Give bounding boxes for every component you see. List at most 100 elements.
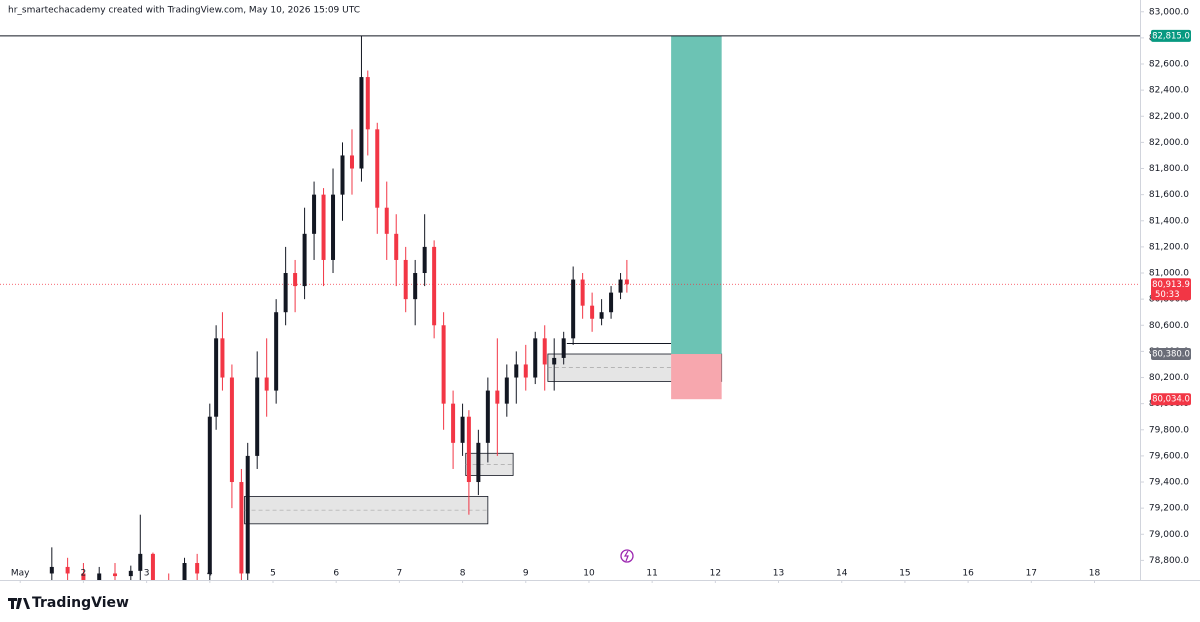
candle-body xyxy=(618,279,623,293)
y-tick-label: 81,400.0 xyxy=(1149,216,1189,226)
candle-body xyxy=(321,194,326,260)
price-tag xyxy=(1151,348,1191,361)
candle-body xyxy=(365,77,370,130)
x-tick-label: 10 xyxy=(583,569,595,579)
candle-body xyxy=(542,338,547,365)
candle-body xyxy=(590,305,595,319)
y-tick-label: 83,000.0 xyxy=(1149,7,1189,17)
candle-body xyxy=(403,259,408,300)
candle-body xyxy=(514,364,519,378)
candle-body xyxy=(49,566,54,574)
logo xyxy=(8,598,30,609)
candle-body xyxy=(283,273,288,313)
y-tick-label: 82,200.0 xyxy=(1149,112,1189,122)
price-tag xyxy=(1151,393,1191,406)
candle-body xyxy=(150,553,155,580)
candle-body xyxy=(552,357,557,365)
candle-body xyxy=(523,364,528,378)
y-tick-label: 79,200.0 xyxy=(1149,504,1189,514)
candle-body xyxy=(264,377,269,391)
y-tick-label: 79,000.0 xyxy=(1149,530,1189,540)
candle-body xyxy=(349,155,354,169)
candle-body xyxy=(214,338,219,417)
y-tick-label: 82,000.0 xyxy=(1149,138,1189,148)
flash-icon xyxy=(620,549,634,563)
candle-body xyxy=(274,312,279,391)
x-tick-label: 12 xyxy=(710,569,721,579)
candle-body xyxy=(609,292,614,313)
candle-body xyxy=(138,553,143,571)
x-tick-label: 2 xyxy=(81,569,87,579)
x-tick-label: 16 xyxy=(962,569,974,579)
candle-body xyxy=(302,233,307,287)
y-tick-label: 79,800.0 xyxy=(1149,425,1189,435)
candle-body xyxy=(359,77,364,169)
x-tick-label: 15 xyxy=(899,569,910,579)
x-tick-label: 18 xyxy=(1089,569,1101,579)
candle-body xyxy=(422,246,427,274)
price-tag-label: 82,815.0 xyxy=(1152,31,1190,41)
candle-body xyxy=(220,338,225,378)
candle-body xyxy=(239,482,244,574)
price-tag-label: 80,380.0 xyxy=(1152,350,1190,360)
candle-body xyxy=(580,279,585,306)
y-tick-label: 81,800.0 xyxy=(1149,164,1189,174)
x-tick-label: 11 xyxy=(646,569,657,579)
candle-body xyxy=(533,338,538,378)
x-tick-label: 14 xyxy=(836,569,848,579)
y-tick-label: 81,600.0 xyxy=(1149,190,1189,200)
candle-body xyxy=(485,390,490,443)
y-tick-label: 80,600.0 xyxy=(1149,321,1189,331)
x-tick-label: 8 xyxy=(460,569,466,579)
y-tick-label: 81,200.0 xyxy=(1149,242,1189,252)
plot xyxy=(0,35,1140,580)
x-tick-label: 6 xyxy=(333,569,339,579)
y-tick-label: 80,200.0 xyxy=(1149,373,1189,383)
candle-body xyxy=(128,570,133,577)
candle-body xyxy=(413,273,418,300)
price-tag-label: 80,034.0 xyxy=(1152,395,1190,405)
candle-body xyxy=(451,403,456,443)
candle-body xyxy=(432,246,437,326)
candle-body xyxy=(394,233,399,260)
target-zone xyxy=(671,35,722,355)
countdown: 50:33 xyxy=(1155,290,1180,300)
candle-body xyxy=(599,312,604,319)
x-tick-label: 4 xyxy=(207,569,213,579)
candle-body xyxy=(340,155,345,195)
candle-body xyxy=(375,129,380,208)
brand: TradingView xyxy=(32,595,129,611)
candle-body xyxy=(207,416,212,574)
y-tick-label: 82,600.0 xyxy=(1149,60,1189,70)
x-tick-label: May xyxy=(11,569,30,579)
candle-body xyxy=(466,416,471,483)
x-tick-label: 13 xyxy=(773,569,784,579)
candle-body xyxy=(561,338,566,358)
y-tick-label: 78,800.0 xyxy=(1149,556,1189,566)
candle-body xyxy=(476,442,481,483)
candle-body xyxy=(495,390,500,404)
candle-body xyxy=(384,207,389,234)
candle-body xyxy=(293,273,298,287)
candle-body xyxy=(331,194,336,260)
header: hr_smartechacademy created with TradingV… xyxy=(8,6,360,16)
candle-body xyxy=(229,377,234,483)
candle-body xyxy=(97,573,102,580)
candle-body xyxy=(195,563,200,574)
candle-body xyxy=(624,279,629,285)
candle-body xyxy=(113,573,118,577)
x-tick-label: 7 xyxy=(397,569,403,579)
candle-body xyxy=(245,455,250,574)
x-tick-label: 5 xyxy=(270,569,276,579)
x-tick-label: 9 xyxy=(523,569,529,579)
candle-body xyxy=(81,573,86,580)
candle-body xyxy=(312,194,317,234)
candle-body xyxy=(504,377,509,404)
x-tick-label: 3 xyxy=(144,569,150,579)
y-tick-label: 79,400.0 xyxy=(1149,478,1189,488)
candle-body xyxy=(460,416,465,443)
price-tag xyxy=(1151,278,1191,301)
candle-body xyxy=(441,325,446,404)
x-tick-label: 17 xyxy=(1026,569,1037,579)
